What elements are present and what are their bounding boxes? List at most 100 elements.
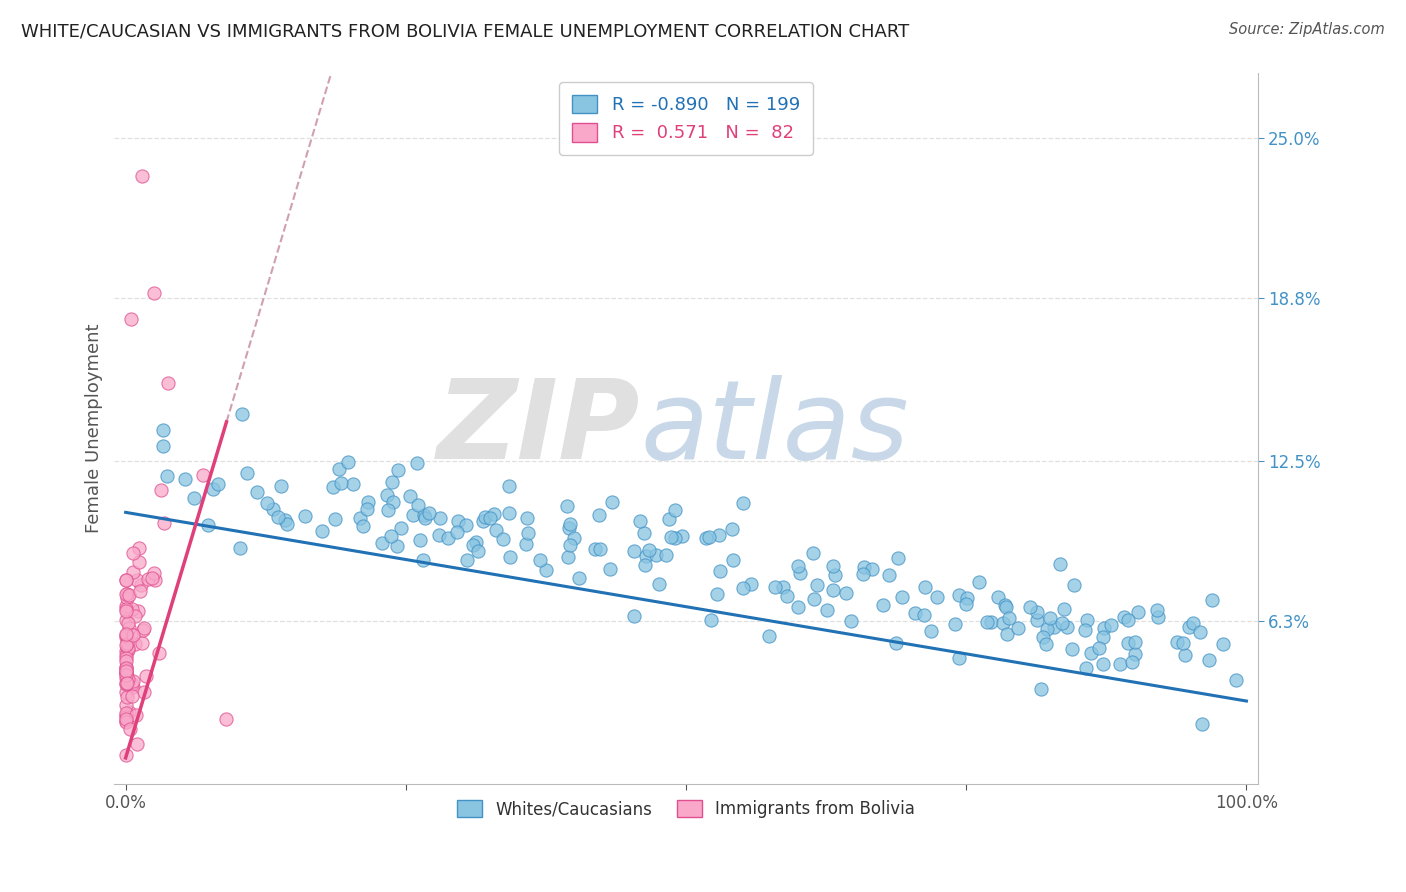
Point [174,472,197,486]
Point [114,586,136,600]
Point [994,599,1017,613]
Point [1191,717,1213,731]
Point [115,676,138,690]
Point [1063,578,1085,592]
Point [1025,613,1047,627]
Point [117,705,139,719]
Point [201,482,224,496]
Point [803,592,825,607]
Point [117,591,139,606]
Point [115,710,138,724]
Point [447,514,470,528]
Point [131,636,153,650]
Point [322,480,344,494]
Point [562,532,585,546]
Point [721,522,744,536]
Point [515,537,537,551]
Point [456,553,478,567]
Point [115,629,138,643]
Point [1201,593,1223,607]
Point [887,551,910,566]
Point [409,533,432,547]
Point [127,574,149,588]
Point [1074,623,1097,637]
Point [1049,557,1071,571]
Point [1080,646,1102,660]
Point [706,587,728,601]
Point [270,479,292,493]
Point [357,495,380,509]
Point [499,549,522,564]
Point [1094,621,1116,635]
Point [731,582,754,596]
Point [115,643,138,657]
Point [389,521,412,535]
Point [349,511,371,525]
Point [437,531,460,545]
Point [329,476,352,491]
Point [328,461,350,475]
Point [375,488,398,502]
Point [1032,630,1054,644]
Point [115,587,138,601]
Point [943,617,966,632]
Point [183,491,205,506]
Point [143,573,166,587]
Point [1116,636,1139,650]
Point [697,530,720,544]
Point [157,376,180,391]
Point [323,512,346,526]
Text: WHITE/CAUCASIAN VS IMMIGRANTS FROM BOLIVIA FEMALE UNEMPLOYMENT CORRELATION CHART: WHITE/CAUCASIAN VS IMMIGRANTS FROM BOLIV… [21,22,910,40]
Point [461,538,484,552]
Point [1036,622,1059,636]
Point [568,571,591,585]
Point [1147,610,1170,624]
Point [664,531,686,545]
Point [143,566,166,580]
Point [648,576,671,591]
Point [472,514,495,528]
Point [1146,603,1168,617]
Point [128,555,150,569]
Point [121,602,143,616]
Point [115,671,138,685]
Point [636,549,658,563]
Point [356,502,378,516]
Point [589,542,612,557]
Point [1007,621,1029,635]
Point [557,550,579,565]
Point [387,462,409,476]
Point [787,599,810,614]
Point [467,544,489,558]
Point [1018,599,1040,614]
Point [114,638,136,652]
Point [920,624,942,639]
Point [114,707,136,722]
Point [229,541,252,555]
Point [352,519,374,533]
Point [721,552,744,566]
Point [115,665,138,679]
Point [115,602,138,616]
Point [1198,653,1220,667]
Point [623,543,645,558]
Point [418,506,440,520]
Point [380,529,402,543]
Point [1173,636,1195,650]
Point [115,627,138,641]
Point [134,621,156,635]
Point [114,660,136,674]
Point [1181,615,1204,630]
Point [991,616,1014,631]
Point [337,454,360,468]
Point [1053,602,1076,616]
Point [398,489,420,503]
Point [987,590,1010,604]
Point [114,648,136,662]
Point [707,527,730,541]
Point [1091,630,1114,644]
Point [115,573,138,587]
Point [134,685,156,699]
Point [1125,647,1147,661]
Point [115,677,138,691]
